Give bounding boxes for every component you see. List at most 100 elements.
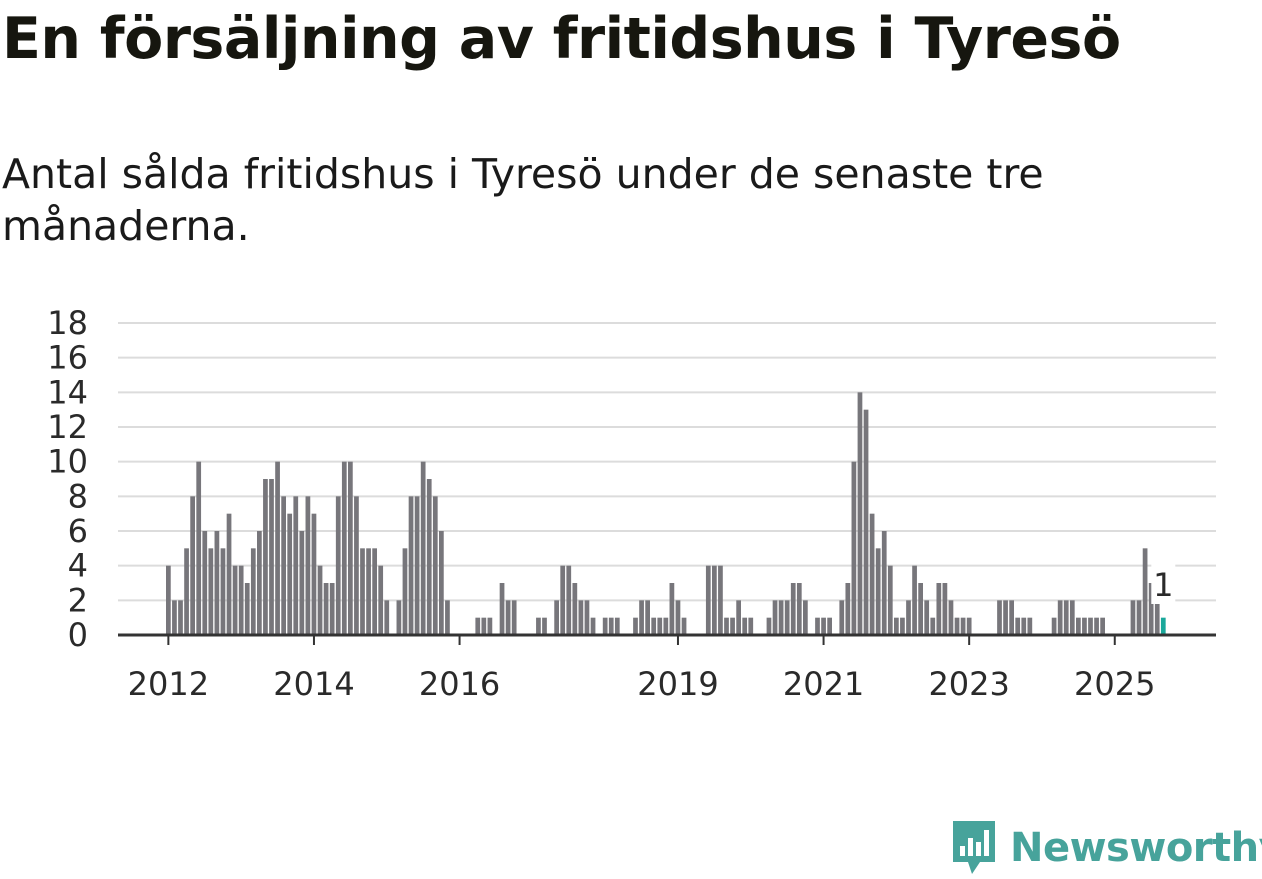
- data-label: 1: [1153, 566, 1173, 604]
- bar: [1069, 600, 1075, 635]
- bar: [396, 600, 402, 635]
- bar: [796, 583, 802, 635]
- bar: [930, 617, 936, 635]
- bar: [1015, 617, 1021, 635]
- bar: [378, 565, 384, 635]
- bar: [712, 565, 717, 635]
- bar: [172, 600, 177, 635]
- bar: [918, 583, 923, 635]
- bar: [869, 513, 875, 635]
- bar: [184, 548, 189, 635]
- bar: [730, 617, 735, 635]
- bar: [924, 600, 930, 635]
- highlight-bar: [1160, 617, 1166, 635]
- bar: [803, 600, 808, 635]
- bar: [366, 548, 371, 635]
- bar: [839, 600, 845, 635]
- bar: [250, 548, 256, 635]
- bar: [954, 617, 960, 635]
- bar: [900, 617, 905, 635]
- y-tick-label: 4: [68, 547, 88, 585]
- bar: [505, 600, 511, 635]
- bar: [663, 617, 669, 635]
- bar: [536, 617, 541, 635]
- bar: [178, 600, 183, 635]
- bar: [590, 617, 596, 635]
- bar: [560, 565, 566, 635]
- bar: [1142, 548, 1148, 635]
- bar: [323, 583, 329, 635]
- bar: [651, 617, 657, 635]
- bar: [748, 617, 754, 635]
- y-tick-label: 16: [47, 339, 88, 377]
- bar: [1021, 617, 1027, 635]
- bar: [1003, 600, 1008, 635]
- x-tick-label: 2014: [273, 665, 354, 703]
- bar: [1088, 617, 1093, 635]
- bar: [275, 461, 280, 635]
- bar: [966, 617, 972, 635]
- bar: [329, 583, 335, 635]
- bar: [778, 600, 784, 635]
- y-tick-label: 0: [68, 616, 88, 654]
- bar: [1100, 617, 1105, 635]
- bar: [372, 548, 377, 635]
- bars: [166, 392, 1166, 635]
- bar: [772, 600, 778, 635]
- x-axis-ticks: 2012 2014 2016 2019 2021 2023 2025: [128, 635, 1155, 703]
- bar: [354, 496, 359, 635]
- bar: [269, 479, 274, 635]
- bar: [220, 548, 226, 635]
- bar: [214, 531, 220, 635]
- chart-subtitle: Antal sålda fritidshus i Tyresö under de…: [2, 150, 1044, 250]
- bar: [887, 565, 893, 635]
- bar: [1057, 600, 1063, 635]
- bar: [584, 600, 590, 635]
- bar: [1082, 617, 1087, 635]
- bar: [542, 617, 547, 635]
- bar: [639, 600, 644, 635]
- bar: [202, 531, 208, 635]
- bar: [815, 617, 820, 635]
- bar: [208, 548, 214, 635]
- x-tick-label: 2016: [419, 665, 500, 703]
- bar: [845, 583, 851, 635]
- bar: [1063, 600, 1069, 635]
- bar: [190, 496, 195, 635]
- bar: [341, 461, 347, 635]
- bar: [1076, 617, 1081, 635]
- bar: [281, 496, 286, 635]
- bar: [408, 496, 414, 635]
- bar: [906, 600, 911, 635]
- bar: [305, 496, 311, 635]
- bar: [432, 496, 438, 635]
- bar: [718, 565, 723, 635]
- bar: [554, 600, 559, 635]
- bar: [602, 617, 608, 635]
- bar: [166, 565, 171, 635]
- bar: [299, 531, 305, 635]
- chart-title: En försäljning av fritidshus i Tyresö: [2, 6, 1121, 72]
- bar: [1154, 600, 1160, 635]
- y-tick-label: 2: [68, 581, 88, 619]
- data-labels: 1: [1151, 564, 1176, 604]
- bar: [1027, 617, 1033, 635]
- bar: [232, 565, 238, 635]
- bar: [997, 600, 1002, 635]
- bar: [481, 617, 487, 635]
- data-label-bg: [1151, 564, 1176, 604]
- bar: [912, 565, 917, 635]
- y-tick-label: 6: [68, 512, 88, 550]
- bar: [226, 513, 232, 635]
- bar: [614, 617, 620, 635]
- bar: [894, 617, 899, 635]
- bar: [244, 583, 250, 635]
- bar: [420, 461, 426, 635]
- bar: [936, 583, 942, 635]
- bar: [1009, 600, 1014, 635]
- y-tick-label: 14: [47, 373, 88, 411]
- bar: [681, 617, 687, 635]
- bar: [784, 600, 790, 635]
- bar: [499, 583, 505, 635]
